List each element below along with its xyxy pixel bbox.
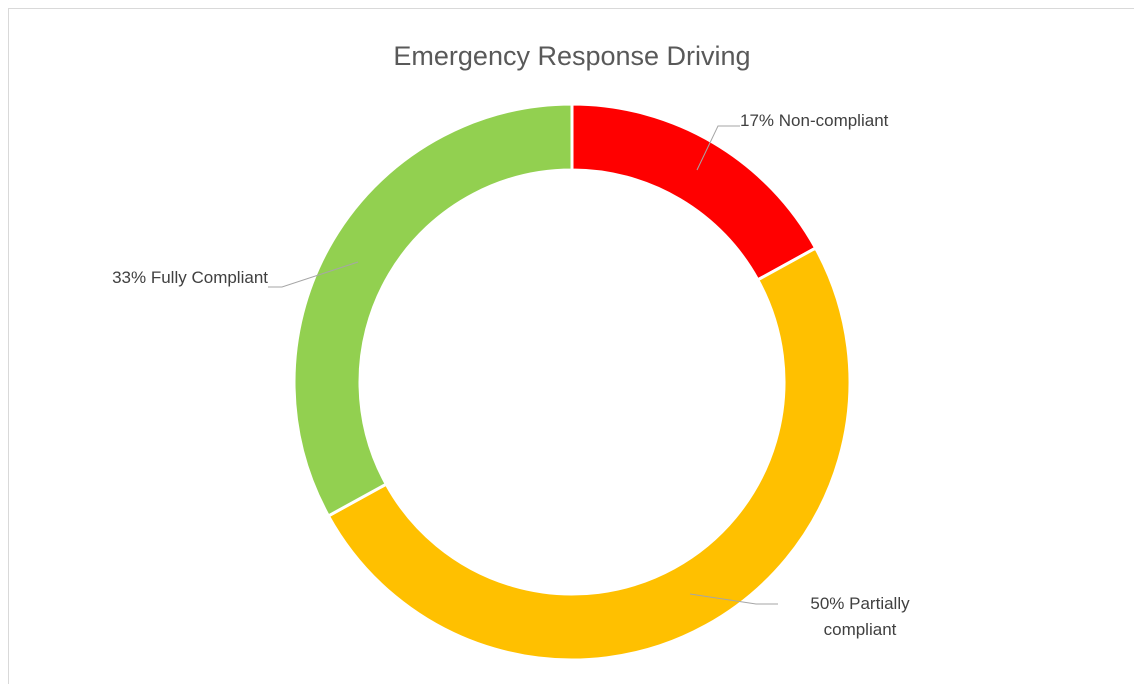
category-label: Fully Compliant [150, 268, 268, 287]
data-label: 33% Fully Compliant [112, 265, 268, 291]
value-label: 17% [740, 111, 775, 130]
category-label: Non-compliant [778, 111, 889, 130]
data-label: 50% Partially compliant [790, 591, 930, 643]
value-label: 50% [810, 594, 845, 613]
leader-line [696, 125, 740, 171]
category-label: Partially compliant [823, 594, 910, 639]
donut-slice [292, 102, 574, 518]
value-label: 33% [112, 268, 147, 287]
leader-line [268, 261, 359, 288]
donut-slice [326, 246, 852, 662]
data-label: 17% Non-compliant [740, 108, 888, 134]
donut [292, 102, 852, 662]
chart-title: Emergency Response Driving [393, 41, 750, 71]
leader-line [689, 593, 778, 605]
chart-border [8, 8, 1134, 684]
